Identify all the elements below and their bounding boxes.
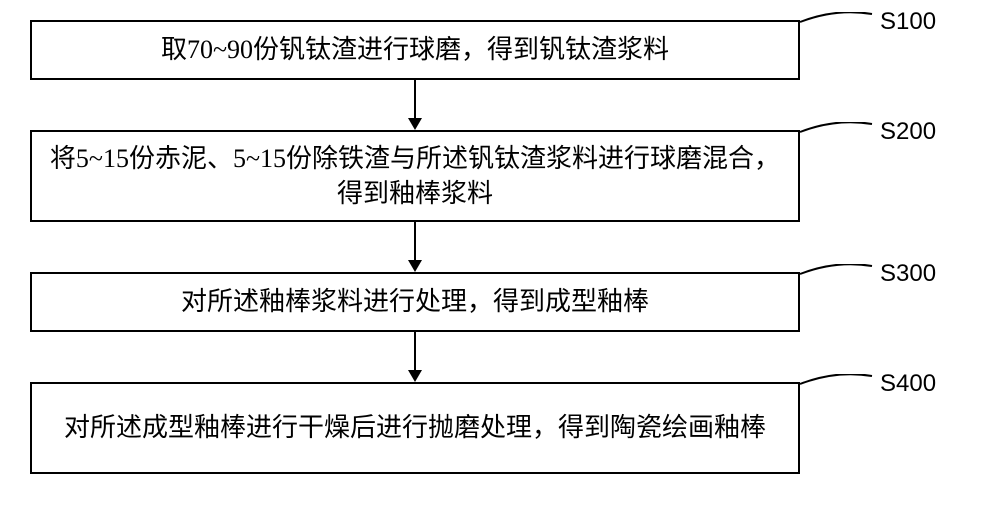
flowchart-step-text: 对所述成型釉棒进行干燥后进行抛磨处理，得到陶瓷绘画釉棒 (64, 410, 766, 445)
flowchart-step-label-s100: S100 (880, 8, 936, 36)
flowchart-callout-s400 (798, 374, 874, 401)
flowchart-step-s200: 将5~15份赤泥、5~15份除铁渣与所述钒钛渣浆料进行球磨混合，得到釉棒浆料 (30, 130, 800, 222)
flowchart-callout-s300 (798, 264, 874, 291)
flowchart-step-label-s300: S300 (880, 260, 936, 288)
flowchart-step-text: 将5~15份赤泥、5~15份除铁渣与所述钒钛渣浆料进行球磨混合，得到釉棒浆料 (40, 141, 790, 211)
flowchart-step-label-s400: S400 (880, 370, 936, 398)
flowchart-callout-s100 (798, 12, 874, 39)
flowchart-canvas: 取70~90份钒钛渣进行球磨，得到钒钛渣浆料 S100 将5~15份赤泥、5~15份… (0, 0, 1000, 508)
flowchart-step-s300: 对所述釉棒浆料进行处理，得到成型釉棒 (30, 272, 800, 332)
flowchart-step-label-s200: S200 (880, 118, 936, 146)
flowchart-arrow-1 (406, 80, 424, 135)
flowchart-step-s100: 取70~90份钒钛渣进行球磨，得到钒钛渣浆料 (30, 20, 800, 80)
flowchart-callout-s200 (798, 122, 874, 149)
flowchart-step-s400: 对所述成型釉棒进行干燥后进行抛磨处理，得到陶瓷绘画釉棒 (30, 382, 800, 474)
flowchart-step-text: 对所述釉棒浆料进行处理，得到成型釉棒 (181, 284, 649, 319)
flowchart-arrow-2 (406, 222, 424, 277)
flowchart-step-text: 取70~90份钒钛渣进行球磨，得到钒钛渣浆料 (161, 32, 669, 67)
flowchart-arrow-3 (406, 332, 424, 387)
